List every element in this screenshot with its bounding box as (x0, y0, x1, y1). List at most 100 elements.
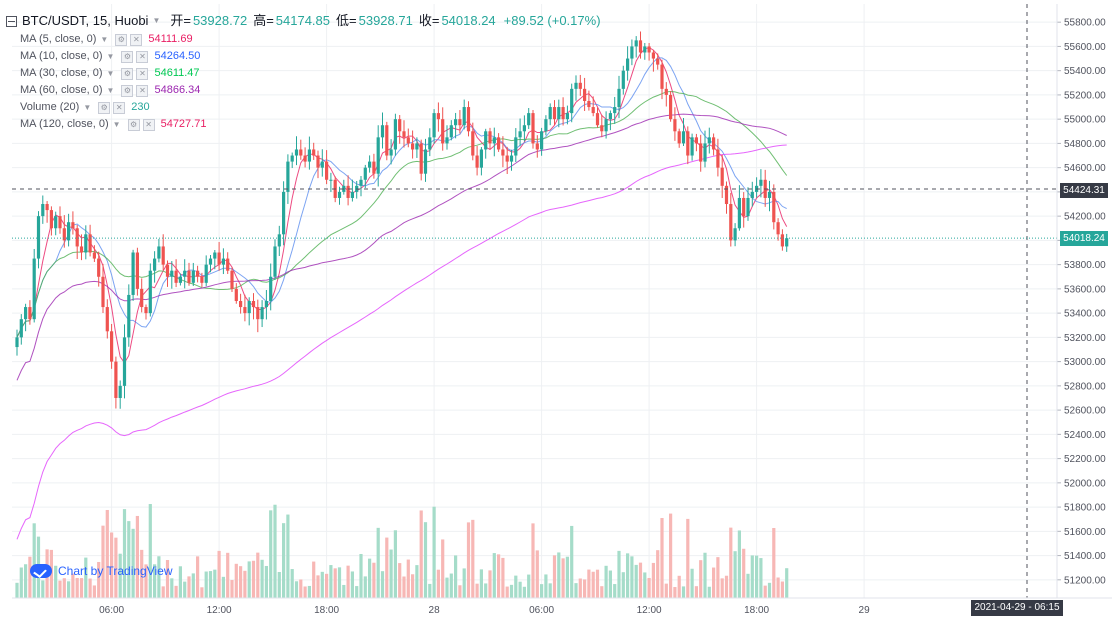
chevron-down-icon[interactable]: ▼ (83, 103, 92, 112)
candle-body (475, 155, 479, 168)
indicator-label: Volume (20) (20, 101, 80, 113)
chevron-down-icon[interactable]: ▼ (112, 120, 121, 129)
candle-body (239, 301, 243, 308)
candle-body (196, 270, 200, 277)
volume-bar (187, 576, 191, 598)
candle-body (144, 307, 148, 314)
chevron-down-icon[interactable]: ▼ (106, 86, 115, 95)
y-tick-label: 55800.00 (1064, 18, 1106, 29)
candle-body (28, 307, 32, 320)
settings-icon[interactable]: ⚙ (98, 101, 111, 114)
volume-bar (58, 580, 62, 598)
volume-bar (591, 571, 595, 598)
indicator-label: MA (60, close, 0) (20, 84, 103, 96)
indicator-row[interactable]: MA (120, close, 0) ▼ ⚙ ✕ 54727.71 (6, 116, 607, 133)
collapse-icon[interactable] (6, 15, 17, 27)
candle-body (247, 301, 251, 314)
volume-bar (277, 571, 281, 598)
volume-bar (557, 552, 561, 598)
indicator-row[interactable]: Volume (20) ▼ ⚙ ✕ 230 (6, 99, 607, 116)
volume-bar (19, 567, 23, 598)
candle-body (67, 222, 71, 241)
settings-icon[interactable]: ⚙ (115, 33, 128, 46)
close-icon[interactable]: ✕ (113, 101, 126, 114)
close-icon[interactable]: ✕ (130, 33, 143, 46)
tradingview-watermark[interactable]: Chart by TradingView (30, 564, 173, 578)
watermark-text: Chart by TradingView (58, 564, 173, 578)
volume-bar (363, 576, 367, 598)
indicator-label: MA (5, close, 0) (20, 33, 97, 45)
candle-body (88, 234, 92, 253)
candle-body (165, 264, 170, 277)
y-tick-label: 53800.00 (1064, 260, 1106, 271)
volume-bar (626, 553, 630, 598)
close-icon[interactable]: ✕ (136, 84, 149, 97)
candle-body (604, 119, 608, 132)
candle-body (174, 270, 178, 283)
volume-bar (458, 585, 462, 598)
candle-body (527, 113, 531, 126)
chevron-down-icon[interactable]: ▼ (106, 52, 115, 61)
volume-bar (742, 548, 746, 598)
volume-bar (303, 586, 307, 598)
volume-bar (346, 565, 350, 598)
candle-body (570, 88, 574, 114)
x-tick-label: 18:00 (744, 605, 769, 616)
volume-bar (785, 568, 789, 598)
chevron-down-icon[interactable]: ▼ (152, 16, 161, 25)
settings-icon[interactable]: ⚙ (121, 84, 134, 97)
candle-body (677, 131, 681, 144)
candle-body (552, 107, 557, 120)
candle-body (264, 301, 268, 308)
volume-bar (67, 581, 71, 598)
settings-icon[interactable]: ⚙ (127, 118, 140, 131)
volume-bar (471, 519, 475, 598)
y-tick-label: 53000.00 (1064, 357, 1106, 368)
indicator-row[interactable]: MA (30, close, 0) ▼ ⚙ ✕ 54611.47 (6, 65, 607, 82)
volume-bar (110, 532, 114, 598)
volume-bar (660, 518, 664, 598)
volume-bar (750, 555, 754, 598)
chevron-down-icon[interactable]: ▼ (100, 35, 109, 44)
volume-bar (406, 559, 410, 598)
candle-body (664, 88, 668, 95)
candle-body (613, 107, 617, 114)
close-icon[interactable]: ✕ (136, 50, 149, 63)
volume-bar (509, 584, 514, 598)
volume-bar (638, 562, 643, 598)
chevron-down-icon[interactable]: ▼ (106, 69, 115, 78)
settings-icon[interactable]: ⚙ (121, 67, 134, 80)
candle-body (681, 131, 686, 144)
y-tick-label: 52400.00 (1064, 430, 1106, 441)
candle-body (724, 185, 729, 205)
x-tick-label: 12:00 (207, 605, 232, 616)
volume-bar (368, 558, 372, 598)
volume-bar (312, 561, 316, 598)
candle-body (226, 258, 230, 271)
ma-line (16, 113, 787, 381)
close-icon[interactable]: ✕ (142, 118, 155, 131)
last-price-tag: 54018.24 (1060, 231, 1108, 246)
indicator-row[interactable]: MA (10, close, 0) ▼ ⚙ ✕ 54264.50 (6, 48, 607, 65)
settings-icon[interactable]: ⚙ (121, 50, 134, 63)
candle-body (634, 40, 638, 47)
volume-bar (527, 574, 531, 598)
indicator-row[interactable]: MA (60, close, 0) ▼ ⚙ ✕ 54866.34 (6, 82, 607, 99)
y-tick-label: 54800.00 (1064, 139, 1106, 150)
volume-bar (234, 563, 238, 598)
candle-body (484, 131, 488, 150)
volume-bar (767, 582, 772, 598)
volume-bar (350, 571, 354, 598)
candle-body (638, 40, 643, 53)
x-tick-label: 28 (429, 605, 441, 616)
volume-bar (157, 556, 161, 598)
close-icon[interactable]: ✕ (136, 67, 149, 80)
volume-bar (355, 586, 359, 598)
indicator-row[interactable]: MA (5, close, 0) ▼ ⚙ ✕ 54111.69 (6, 31, 607, 48)
candle-body (436, 113, 440, 120)
close-label: 收= (418, 13, 440, 28)
volume-bar (419, 510, 423, 598)
volume-bar (389, 549, 393, 598)
volume-bar (325, 573, 329, 598)
